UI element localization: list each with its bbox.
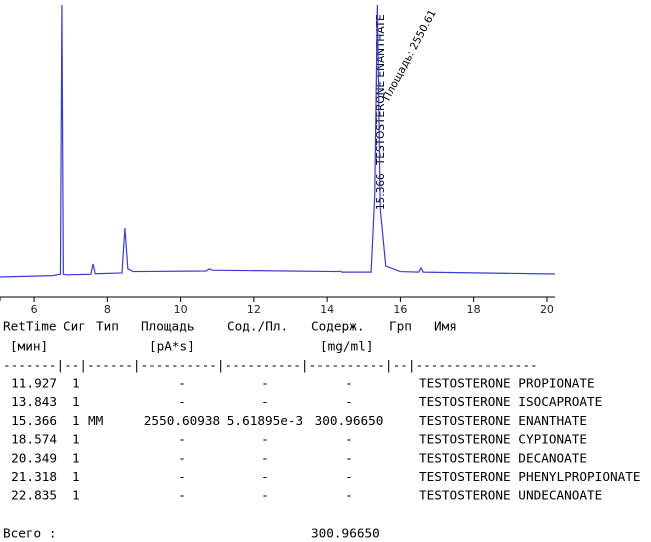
table-cell: 21.318 — [11, 469, 57, 484]
table-cell: 1 — [72, 432, 80, 447]
table-cell: - — [345, 450, 353, 465]
table-cell: - — [261, 394, 269, 409]
table-cell: 13.843 — [11, 394, 57, 409]
table-cell: - — [178, 450, 186, 465]
x-tick-label: 6 — [31, 303, 38, 316]
table-cell: - — [261, 432, 269, 447]
table-cell: - — [345, 488, 353, 503]
table-cell: 1 — [72, 394, 80, 409]
table-cell: 1 — [72, 488, 80, 503]
table-cell: - — [345, 394, 353, 409]
total-value: 300.96650 — [311, 526, 380, 541]
signal-trace — [0, 4, 556, 278]
column-header: Имя — [434, 319, 457, 334]
table-cell: TESTOSTERONE ENANTHATE — [419, 413, 587, 428]
table-cell: TESTOSTERONE CYPIONATE — [419, 432, 587, 447]
x-tick-label: 16 — [393, 303, 407, 316]
table-cell: - — [261, 488, 269, 503]
table-cell: - — [178, 376, 186, 391]
table-cell: 1 — [72, 413, 80, 428]
table-cell: TESTOSTERONE DECANOATE — [419, 450, 587, 465]
table-cell: 11.927 — [11, 376, 57, 391]
table-cell: 5.61895e-3 — [227, 413, 303, 428]
table-cell: - — [345, 376, 353, 391]
table-cell: TESTOSTERONE PROPIONATE — [419, 376, 595, 391]
table-cell: 1 — [72, 376, 80, 391]
table-cell: - — [178, 469, 186, 484]
x-tick-label: 20 — [540, 303, 554, 316]
table-cell: 15.366 — [11, 413, 57, 428]
column-header: Содерж. — [311, 319, 364, 334]
table-cell: TESTOSTERONE ISOCAPROATE — [419, 394, 602, 409]
table-cell: 22.835 — [11, 488, 57, 503]
table-cell: - — [261, 450, 269, 465]
x-tick-label: 12 — [247, 303, 261, 316]
table-cell: - — [345, 469, 353, 484]
table-cell: - — [261, 376, 269, 391]
table-cell: - — [345, 432, 353, 447]
table-cell: - — [178, 432, 186, 447]
unit-label: [pA*s] — [149, 339, 195, 354]
x-tick-label: 10 — [174, 303, 188, 316]
column-header: Тип — [96, 319, 119, 334]
unit-label: [mg/ml] — [320, 339, 373, 354]
total-label: Всего : — [3, 526, 56, 541]
table-cell: 1 — [72, 450, 80, 465]
area-annotation: Площадь: 2550.61 — [381, 8, 439, 103]
column-header: Сиг — [63, 319, 86, 334]
column-header: Грп — [389, 319, 412, 334]
table-cell: 20.349 — [11, 450, 57, 465]
table-cell: MM — [88, 413, 104, 428]
separator: -------|--|------|----------|----------|… — [3, 358, 538, 374]
x-tick-label: 18 — [467, 303, 481, 316]
x-tick-label: 8 — [104, 303, 111, 316]
x-tick-label: 14 — [320, 303, 334, 316]
column-header: RetTime — [3, 319, 56, 334]
unit-label: [мин] — [10, 339, 48, 354]
table-cell: - — [178, 394, 186, 409]
column-header: Площадь — [141, 319, 194, 334]
table-cell: 18.574 — [11, 432, 57, 447]
table-cell: 2550.60938 — [144, 413, 220, 428]
table-cell: TESTOSTERONE UNDECANOATE — [419, 488, 602, 503]
table-cell: - — [178, 488, 186, 503]
table-cell: 1 — [72, 469, 80, 484]
column-header: Сод./Пл. — [227, 319, 288, 334]
table-cell: TESTOSTERONE PHENYLPROPIONATE — [419, 469, 641, 484]
table-cell: - — [261, 469, 269, 484]
rt-annotation: 15.366 — [375, 173, 387, 210]
table-cell: 300.96650 — [315, 413, 384, 428]
